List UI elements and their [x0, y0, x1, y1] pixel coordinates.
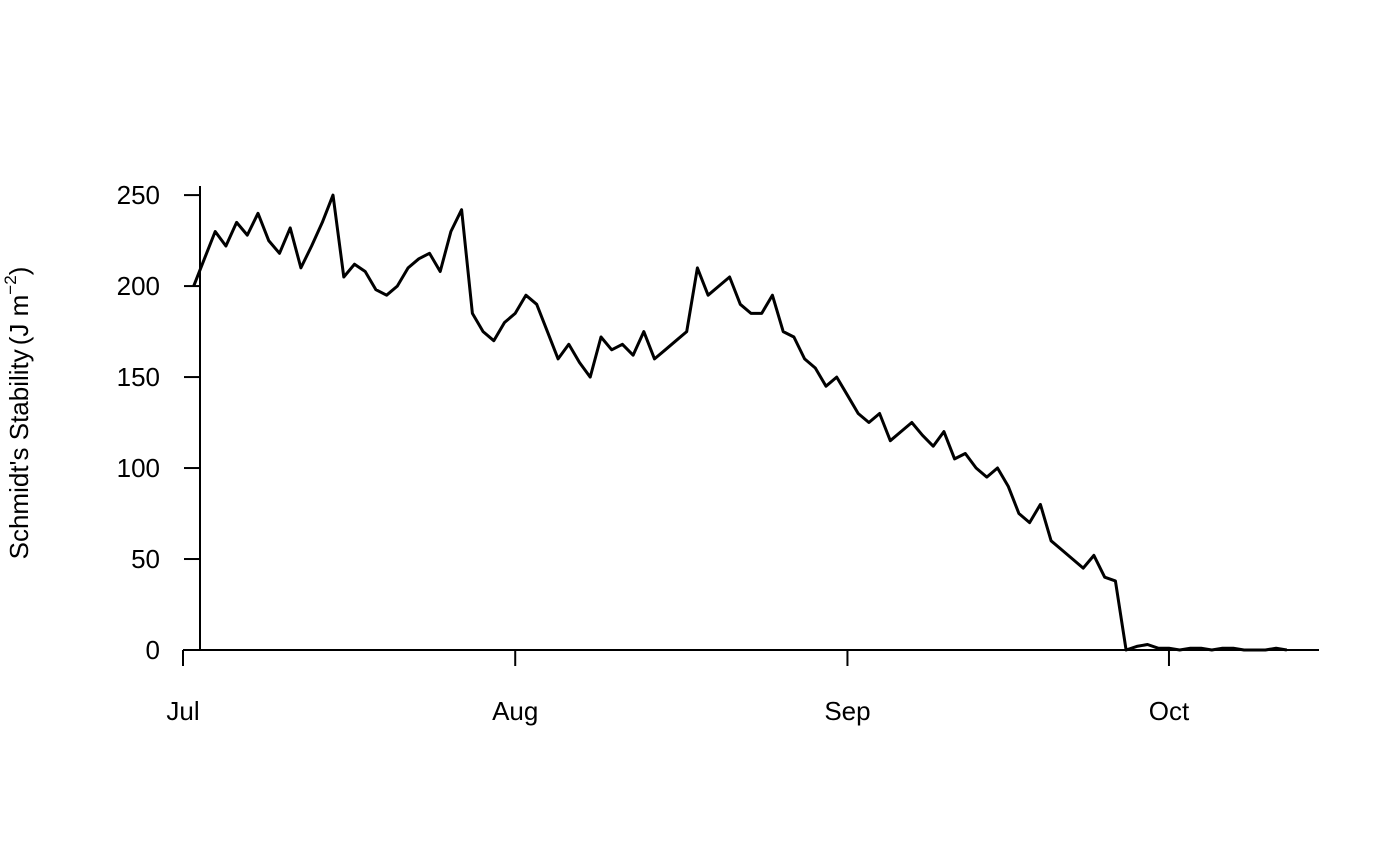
y-tick-label: 0: [146, 635, 160, 665]
plot-area: [192, 193, 1288, 652]
y-axis-label: Schmidt's Stability(J m−2): [1, 267, 34, 560]
y-axis-unit-close: ): [4, 267, 34, 276]
x-tick-label: Sep: [824, 696, 870, 726]
y-tick-label: 150: [117, 362, 160, 392]
y-axis-unit-open: (J m: [4, 295, 34, 346]
x-tick-label: Oct: [1149, 696, 1190, 726]
axes: 0 50 100 150 200 250 Jul Aug Sep Oct: [117, 180, 1319, 726]
x-tick-label: Jul: [166, 696, 199, 726]
y-tick-label: 100: [117, 453, 160, 483]
series-line: [192, 193, 1288, 652]
x-tick-label: Aug: [492, 696, 538, 726]
y-tick-label: 200: [117, 271, 160, 301]
y-tick-label: 250: [117, 180, 160, 210]
y-axis-label-text: Schmidt's Stability: [4, 349, 34, 559]
y-axis-unit-exponent: −2: [1, 275, 20, 294]
y-tick-label: 50: [131, 544, 160, 574]
